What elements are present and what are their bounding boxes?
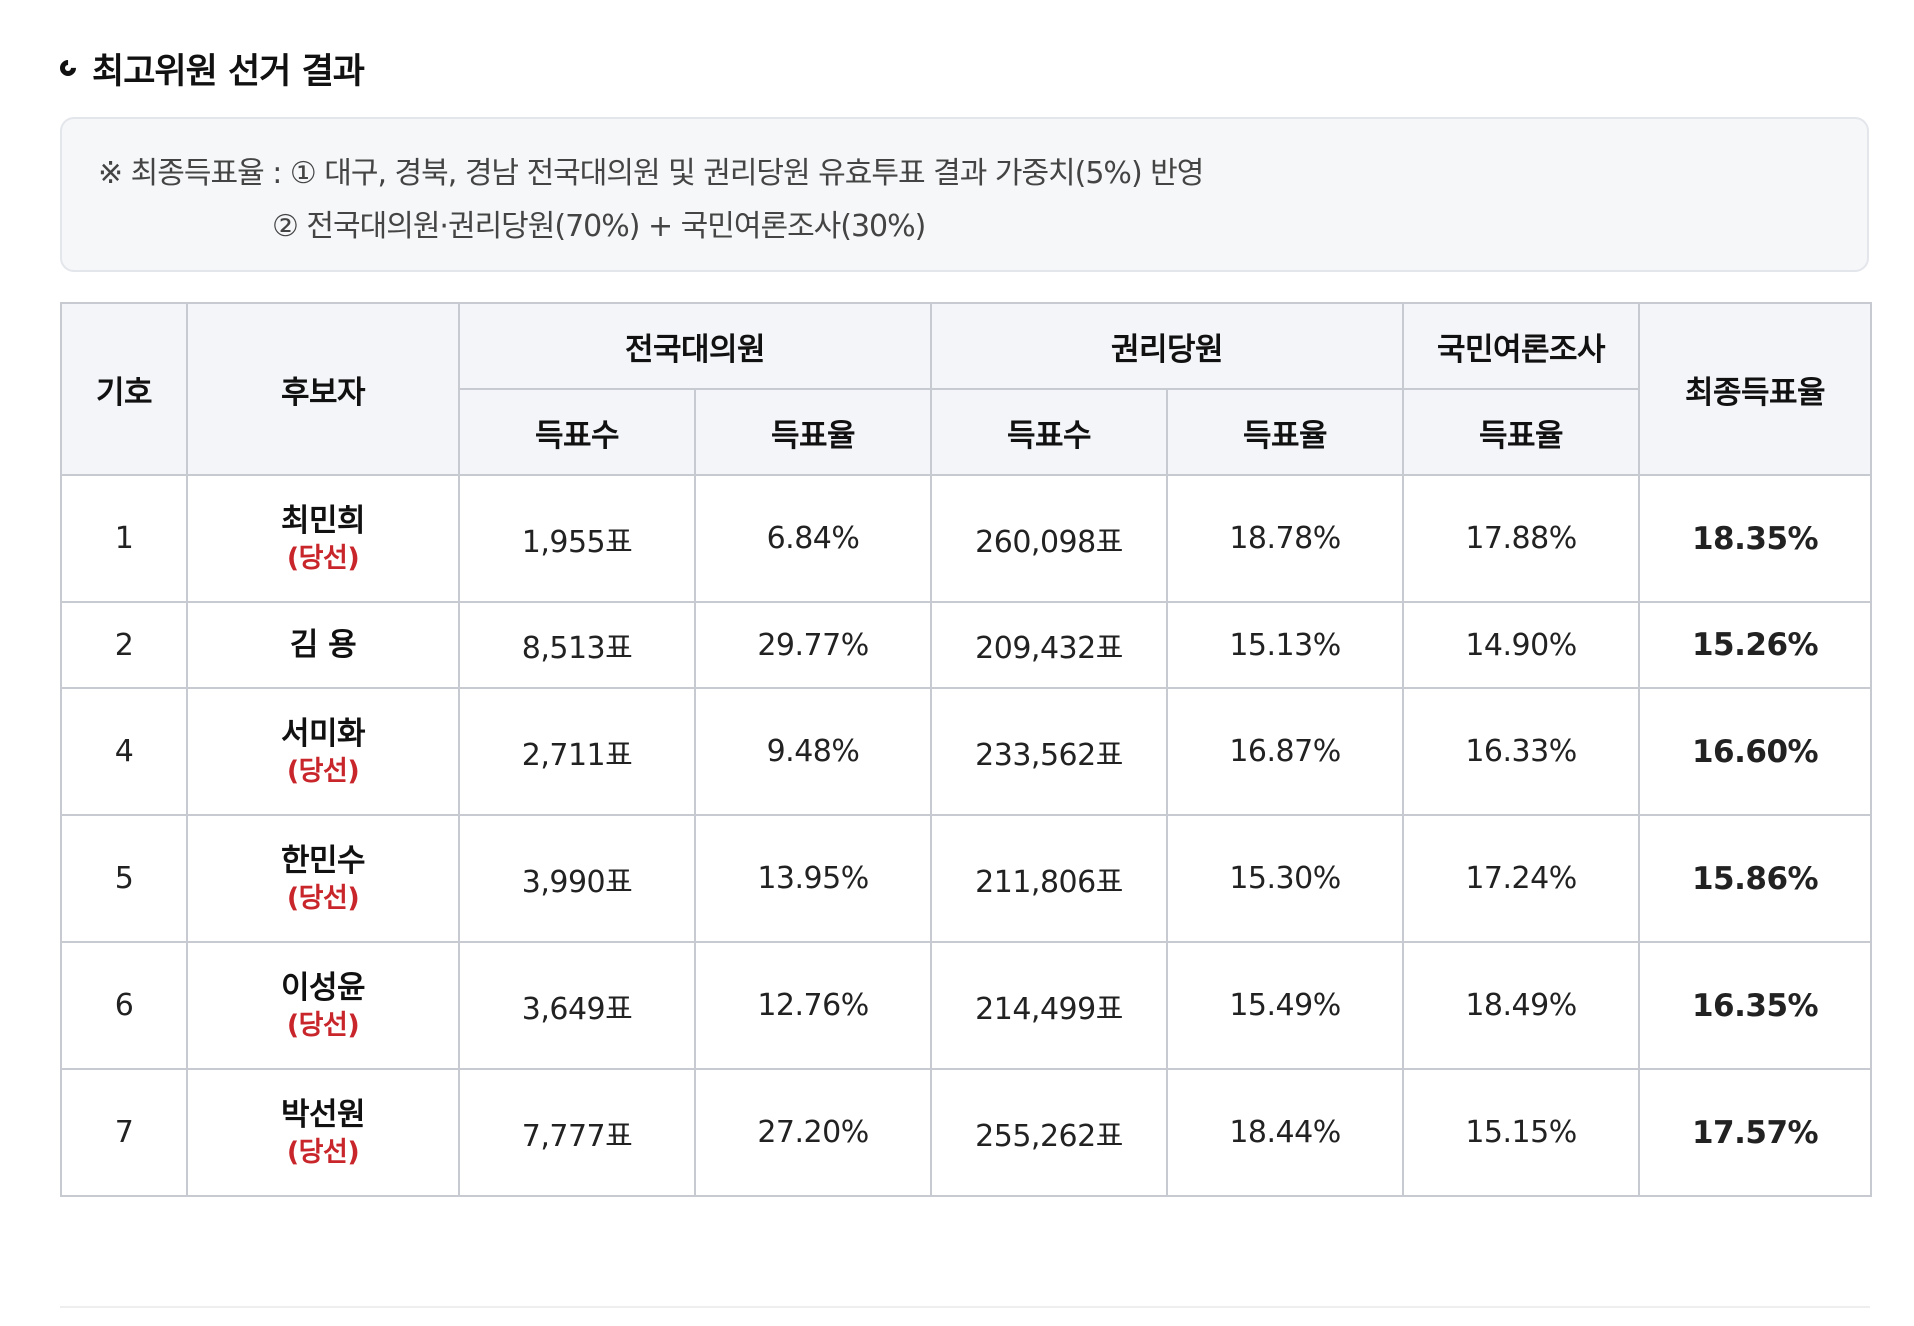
cell-members-rate: 15.49%	[1166, 941, 1405, 1070]
table-row: 6 이성윤 (당선) 3,649표 12.76% 214,499표 15.49%…	[60, 941, 1873, 1070]
cell-delegates-votes: 8,513표	[458, 601, 696, 689]
cell-members-votes: 255,262표	[930, 1068, 1169, 1197]
cell-delegates-rate: 12.76%	[693, 941, 933, 1070]
header-final-rate: 최종득표율	[1638, 302, 1873, 476]
cell-delegates-votes: 7,777표	[458, 1068, 696, 1197]
note-line-1: ※ 최종득표율 : ① 대구, 경북, 경남 전국대의원 및 권리당원 유효투표…	[98, 156, 1204, 191]
cell-final-rate: 15.26%	[1638, 601, 1873, 689]
cell-members-votes: 214,499표	[930, 941, 1169, 1070]
cell-number: 1	[60, 474, 188, 603]
cell-candidate: 최민희 (당선)	[186, 474, 460, 603]
cell-number: 5	[60, 814, 188, 943]
cell-delegates-votes: 1,955표	[458, 474, 696, 603]
cell-members-votes: 211,806표	[930, 814, 1169, 943]
table-row: 1 최민희 (당선) 1,955표 6.84% 260,098표 18.78% …	[60, 474, 1873, 603]
cell-poll-rate: 15.15%	[1402, 1068, 1641, 1197]
cell-final-rate: 17.57%	[1638, 1068, 1873, 1197]
cell-members-votes: 233,562표	[930, 687, 1169, 816]
header-number: 기호	[60, 302, 188, 476]
cell-members-votes: 260,098표	[930, 474, 1169, 603]
candidate-name: 박선원	[280, 1096, 366, 1133]
cell-number: 4	[60, 687, 188, 816]
note-box: ※ 최종득표율 : ① 대구, 경북, 경남 전국대의원 및 권리당원 유효투표…	[60, 117, 1869, 272]
cell-final-rate: 16.60%	[1638, 687, 1873, 816]
bottom-divider	[60, 1306, 1870, 1308]
cell-poll-rate: 17.88%	[1402, 474, 1641, 603]
cell-final-rate: 18.35%	[1638, 474, 1873, 603]
cell-delegates-rate: 13.95%	[693, 814, 933, 943]
elected-badge: (당선)	[286, 542, 360, 574]
table-row: 7 박선원 (당선) 7,777표 27.20% 255,262표 18.44%…	[60, 1068, 1873, 1197]
header-delegates-rate: 득표율	[693, 388, 933, 476]
section-title: 최고위원 선거 결과	[56, 40, 365, 96]
table-header: 기호 후보자 전국대의원 권리당원 국민여론조사 최종득표율 득표수 득표율 득…	[60, 302, 1873, 476]
candidate-name: 이성윤	[280, 969, 366, 1006]
cell-candidate: 김 용	[186, 601, 460, 689]
header-delegates: 전국대의원	[457, 302, 933, 390]
cell-members-rate: 15.13%	[1166, 601, 1405, 689]
cell-candidate: 이성윤 (당선)	[186, 941, 460, 1070]
cell-number: 2	[60, 601, 188, 689]
cell-members-votes: 209,432표	[930, 601, 1169, 689]
cell-candidate: 서미화 (당선)	[186, 687, 460, 816]
cell-candidate: 한민수 (당선)	[186, 814, 460, 943]
candidate-name: 서미화	[280, 715, 366, 752]
cell-number: 6	[60, 941, 188, 1070]
header-members: 권리당원	[930, 302, 1405, 390]
cell-poll-rate: 16.33%	[1402, 687, 1641, 816]
results-table: 기호 후보자 전국대의원 권리당원 국민여론조사 최종득표율 득표수 득표율 득…	[60, 302, 1873, 1197]
cell-final-rate: 16.35%	[1638, 941, 1873, 1070]
header-delegates-votes: 득표수	[458, 388, 696, 476]
cell-final-rate: 15.86%	[1638, 814, 1873, 943]
elected-badge: (당선)	[286, 755, 360, 787]
table-body: 1 최민희 (당선) 1,955표 6.84% 260,098표 18.78% …	[60, 474, 1873, 1197]
candidate-name: 한민수	[280, 842, 366, 879]
header-candidate: 후보자	[186, 302, 460, 476]
cell-poll-rate: 18.49%	[1402, 941, 1641, 1070]
header-members-rate: 득표율	[1166, 388, 1405, 476]
cell-members-rate: 15.30%	[1166, 814, 1405, 943]
elected-badge: (당선)	[286, 1009, 360, 1041]
header-poll-rate: 득표율	[1402, 388, 1641, 476]
cell-members-rate: 18.78%	[1166, 474, 1405, 603]
elected-badge: (당선)	[286, 1136, 360, 1168]
note-line-2: ② 전국대의원·권리당원(70%) + 국민여론조사(30%)	[272, 209, 926, 244]
cell-delegates-rate: 27.20%	[693, 1068, 933, 1197]
header-poll: 국민여론조사	[1402, 302, 1641, 390]
header-members-votes: 득표수	[930, 388, 1169, 476]
table-row: 2 김 용 8,513표 29.77% 209,432표 15.13% 14.9…	[60, 601, 1873, 689]
cell-poll-rate: 17.24%	[1402, 814, 1641, 943]
open-circle-icon	[56, 56, 80, 80]
cell-delegates-rate: 6.84%	[693, 474, 933, 603]
table-row: 4 서미화 (당선) 2,711표 9.48% 233,562표 16.87% …	[60, 687, 1873, 816]
cell-members-rate: 18.44%	[1166, 1068, 1405, 1197]
cell-members-rate: 16.87%	[1166, 687, 1405, 816]
elected-badge: (당선)	[286, 882, 360, 914]
candidate-name: 최민희	[280, 502, 366, 539]
cell-number: 7	[60, 1068, 188, 1197]
cell-delegates-votes: 2,711표	[458, 687, 696, 816]
cell-candidate: 박선원 (당선)	[186, 1068, 460, 1197]
cell-delegates-votes: 3,990표	[458, 814, 696, 943]
cell-delegates-rate: 29.77%	[693, 601, 933, 689]
section-title-text: 최고위원 선거 결과	[92, 51, 365, 92]
candidate-name: 김 용	[289, 627, 357, 663]
cell-delegates-votes: 3,649표	[458, 941, 696, 1070]
table-row: 5 한민수 (당선) 3,990표 13.95% 211,806표 15.30%…	[60, 814, 1873, 943]
cell-delegates-rate: 9.48%	[693, 687, 933, 816]
cell-poll-rate: 14.90%	[1402, 601, 1641, 689]
